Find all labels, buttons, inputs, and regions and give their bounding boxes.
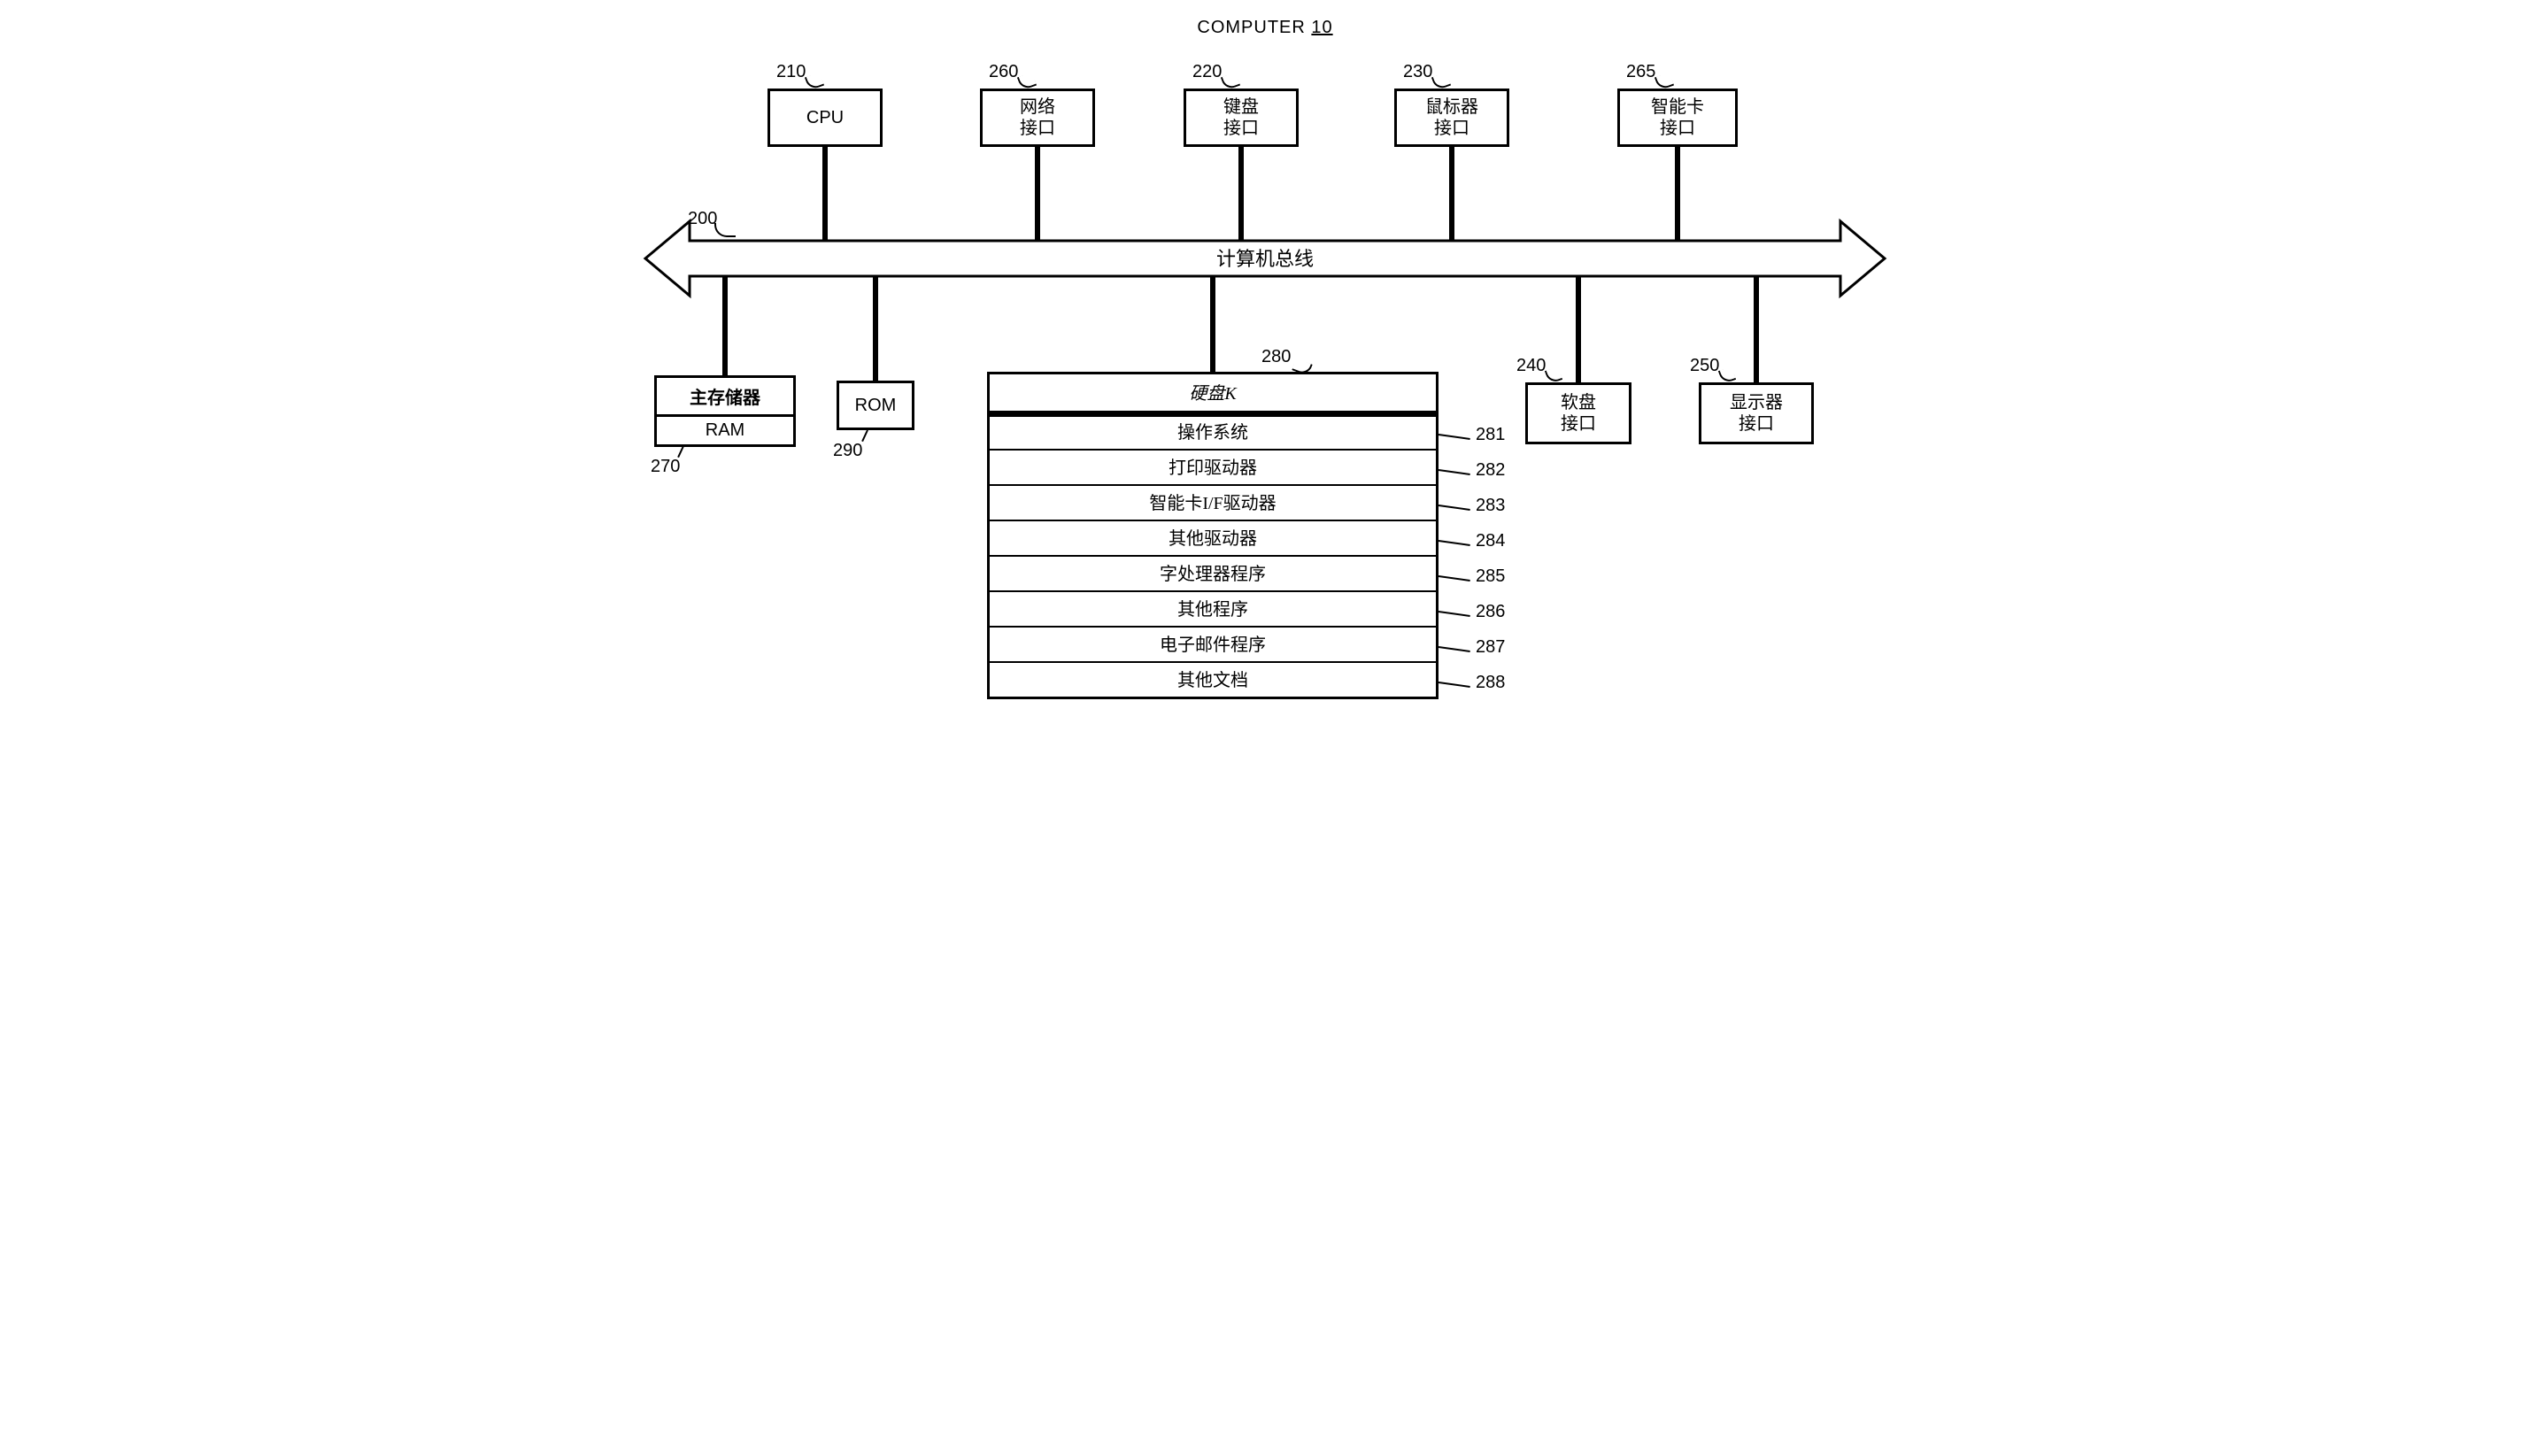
ref-282: 282 — [1476, 460, 1505, 481]
hd-row-2: 智能卡I/F驱动器 — [990, 484, 1436, 520]
main-memory-box: 主存储器RAM — [654, 375, 796, 447]
ref-290: 290 — [833, 441, 862, 461]
ref-283: 283 — [1476, 496, 1505, 516]
connector-top-4 — [1675, 147, 1680, 241]
rom-box: ROM — [837, 381, 914, 430]
ref-287: 287 — [1476, 637, 1505, 658]
ref-250: 250 — [1690, 356, 1719, 376]
ref-220: 220 — [1192, 62, 1222, 82]
hd-row-7: 其他文档 — [990, 661, 1436, 697]
hd-row-6: 电子邮件程序 — [990, 626, 1436, 661]
connector-top-0 — [822, 147, 828, 241]
ram-label: RAM — [657, 417, 793, 444]
ref-288: 288 — [1476, 673, 1505, 693]
hard-disk-header: 硬盘K — [990, 374, 1436, 413]
main-memory-label: 主存储器 — [657, 378, 793, 417]
ref-bus: 200 — [688, 209, 717, 229]
ref-265: 265 — [1626, 62, 1655, 82]
svg-text:计算机总线: 计算机总线 — [1216, 248, 1314, 270]
hd-row-0: 操作系统 — [990, 413, 1436, 449]
soft-box: 软盘接口 — [1525, 382, 1631, 444]
ref-284: 284 — [1476, 531, 1505, 551]
hd-row-5: 其他程序 — [990, 590, 1436, 626]
ref-286: 286 — [1476, 602, 1505, 622]
ref-280: 280 — [1261, 347, 1291, 367]
top-box-1: 网络接口 — [980, 89, 1095, 147]
ref-281: 281 — [1476, 425, 1505, 445]
top-box-3: 鼠标器接口 — [1394, 89, 1509, 147]
diagram-canvas: COMPUTER 10 计算机总线 200 CPU 210 网络接口 260 键盘接口 220 鼠… — [636, 18, 1894, 743]
hd-row-1: 打印驱动器 — [990, 449, 1436, 484]
ref-210: 210 — [776, 62, 806, 82]
ref-230: 230 — [1403, 62, 1432, 82]
top-box-0: CPU — [767, 89, 883, 147]
connector-top-1 — [1035, 147, 1040, 241]
ref-260: 260 — [989, 62, 1018, 82]
top-box-4: 智能卡接口 — [1617, 89, 1738, 147]
ref-285: 285 — [1476, 566, 1505, 587]
hd-row-4: 字处理器程序 — [990, 555, 1436, 590]
hd-row-3: 其他驱动器 — [990, 520, 1436, 555]
hard-disk-table: 硬盘K操作系统打印驱动器智能卡I/F驱动器其他驱动器字处理器程序其他程序电子邮件… — [987, 372, 1439, 699]
diagram-title: COMPUTER 10 — [1197, 18, 1332, 38]
ref-270: 270 — [651, 457, 680, 477]
connector-top-2 — [1238, 147, 1244, 241]
ref-240: 240 — [1516, 356, 1546, 376]
connector-top-3 — [1449, 147, 1454, 241]
disp-box: 显示器接口 — [1699, 382, 1814, 444]
top-box-2: 键盘接口 — [1184, 89, 1299, 147]
